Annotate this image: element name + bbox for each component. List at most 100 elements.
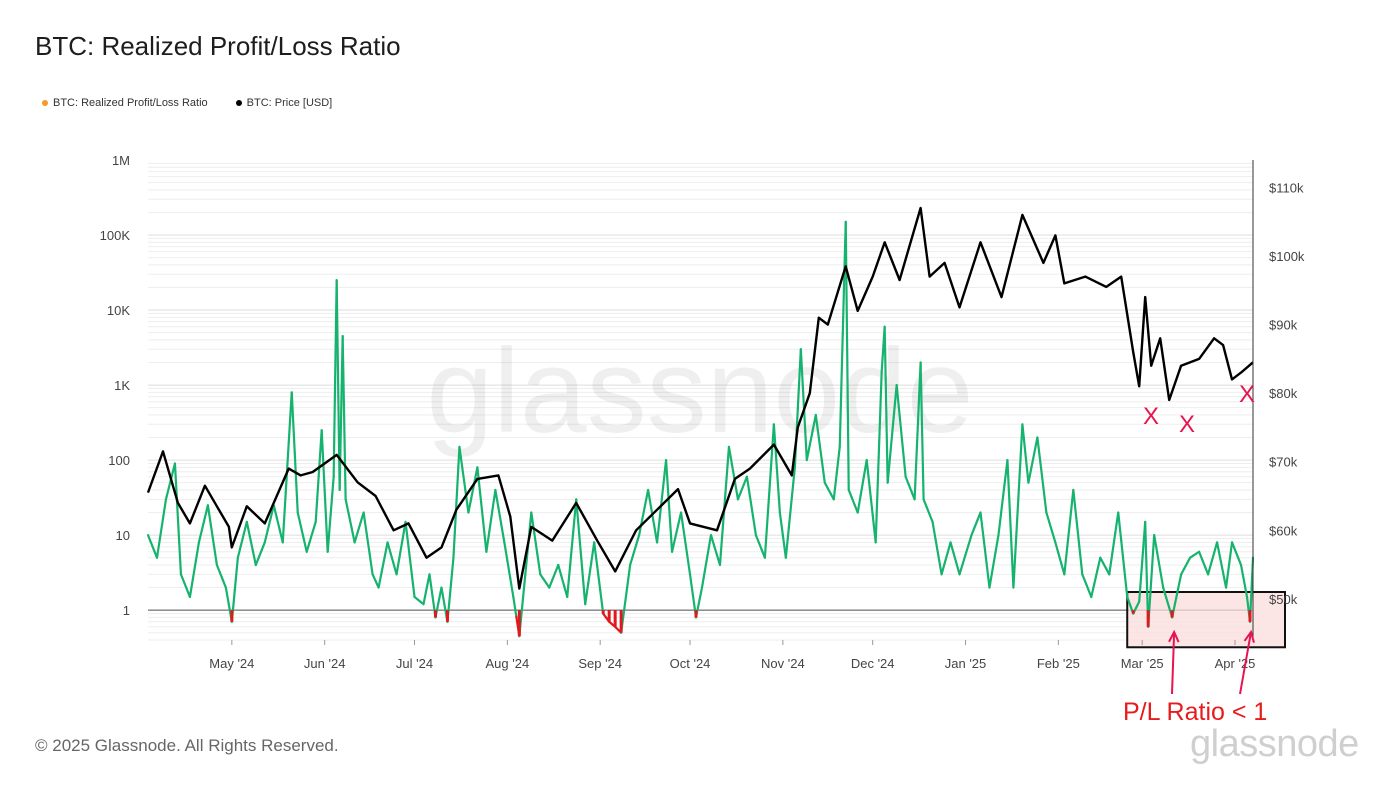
ratio-segment (1117, 511, 1123, 542)
x-tick-label: May '24 (209, 656, 254, 671)
ratio-segment (940, 562, 946, 576)
ratio-segment (1075, 516, 1081, 548)
price-line (146, 206, 1254, 590)
right-tick-label: $80k (1269, 386, 1298, 401)
ratio-segment (1174, 587, 1180, 605)
ratio-segment (239, 532, 245, 547)
ratio-segment (1066, 516, 1072, 548)
ratio-segment (820, 458, 826, 484)
ratio-segment (485, 530, 491, 553)
ratio-segment (937, 555, 943, 576)
ratio-segment (1111, 532, 1117, 555)
ratio-segment (284, 441, 290, 494)
ratio-segment (787, 496, 793, 529)
ratio-segment (344, 498, 350, 515)
ratio-segment (895, 383, 901, 417)
ratio-segment (1200, 558, 1207, 568)
ratio-segment (868, 486, 874, 517)
ratio-segment (440, 586, 446, 606)
ratio-segment (1081, 573, 1087, 583)
legend-dot-ratio (42, 100, 48, 106)
left-tick-label: 100 (108, 453, 130, 468)
legend-item-price[interactable]: BTC: Price [USD] (235, 97, 332, 109)
left-tick-label: 100K (100, 228, 131, 243)
ratio-segment (296, 511, 302, 527)
ratio-segment (341, 334, 347, 501)
legend-item-ratio[interactable]: BTC: Realized Profit/Loss Ratio (42, 97, 208, 109)
left-tick-label: 1K (114, 378, 130, 393)
ratio-segment (629, 553, 635, 567)
ratio-segment (353, 531, 359, 544)
ratio-segment (1233, 548, 1240, 559)
ratio-segment (224, 586, 230, 606)
annotation-x-mark: X (1143, 403, 1159, 430)
ratio-segment (569, 530, 575, 566)
highlight-box (1126, 591, 1287, 649)
ratio-segment (784, 526, 790, 559)
x-tick-label: Jul '24 (396, 656, 433, 671)
ratio-segment (158, 517, 165, 540)
ratio-segment (1138, 560, 1144, 603)
right-tick-label: $60k (1269, 523, 1298, 538)
ratio-segment (245, 520, 251, 538)
ratio-segment (593, 541, 599, 568)
ratio-segment (206, 504, 212, 527)
annotations: X X X P/L Ratio < 1 (1123, 381, 1267, 726)
ratio-segment (745, 475, 752, 498)
ratio-segment (1006, 458, 1012, 525)
ratio-segment (512, 595, 518, 618)
ratio-segment (964, 543, 970, 556)
ratio-segment (503, 541, 509, 562)
ratio-segment (928, 513, 934, 524)
ratio-segment (904, 475, 910, 486)
ratio-segment (182, 580, 189, 591)
ratio-segment (733, 480, 740, 501)
ratio-segment (209, 524, 215, 547)
ratio-segment (757, 541, 763, 552)
ratio-segment (1027, 466, 1033, 484)
ratio-segment (221, 578, 227, 589)
ratio-segment (578, 533, 584, 571)
ratio-segment (763, 512, 769, 559)
ratio-segment (455, 445, 461, 504)
ratio-segment (925, 505, 931, 516)
ratio-segment (479, 494, 485, 525)
ratio-segment (236, 544, 242, 559)
ratio-segment (1206, 562, 1213, 576)
x-tick-label: Dec '24 (851, 656, 895, 671)
ratio-segment (1159, 568, 1165, 589)
ratio-segment (596, 565, 602, 591)
ratio-segment (497, 506, 503, 527)
ratio-segment (173, 462, 180, 521)
ratio-segment (164, 486, 171, 501)
highlight-region (1126, 591, 1287, 649)
ratio-segment (194, 541, 201, 562)
price-series (146, 206, 1254, 590)
left-tick-label: 10 (116, 528, 130, 543)
ratio-segment (1218, 556, 1225, 574)
ratio-segment (1042, 486, 1048, 514)
ratio-segment (566, 563, 572, 599)
ratio-segment (658, 486, 665, 517)
ratio-segment (149, 541, 156, 552)
ratio-segment (308, 530, 314, 543)
ratio-segment (913, 429, 919, 501)
ratio-segment (1209, 551, 1216, 565)
ratio-segment (623, 586, 629, 612)
ratio-segment (982, 536, 988, 564)
ratio-segment (802, 403, 808, 462)
ratio-segment (979, 511, 985, 539)
ratio-segment (458, 445, 464, 470)
ratio-segment (1162, 586, 1168, 599)
ratio-segment (560, 574, 566, 588)
ratio-segment (290, 391, 296, 454)
x-tick-label: Feb '25 (1037, 656, 1080, 671)
ratio-segment (584, 582, 590, 606)
ratio-segment (754, 534, 760, 544)
ratio-segment (371, 573, 377, 583)
ratio-segment (646, 488, 653, 509)
ratio-segment (1215, 541, 1222, 559)
ratio-segment (718, 524, 725, 567)
ratio-segment (635, 534, 641, 547)
right-tick-label: $100k (1269, 249, 1305, 264)
